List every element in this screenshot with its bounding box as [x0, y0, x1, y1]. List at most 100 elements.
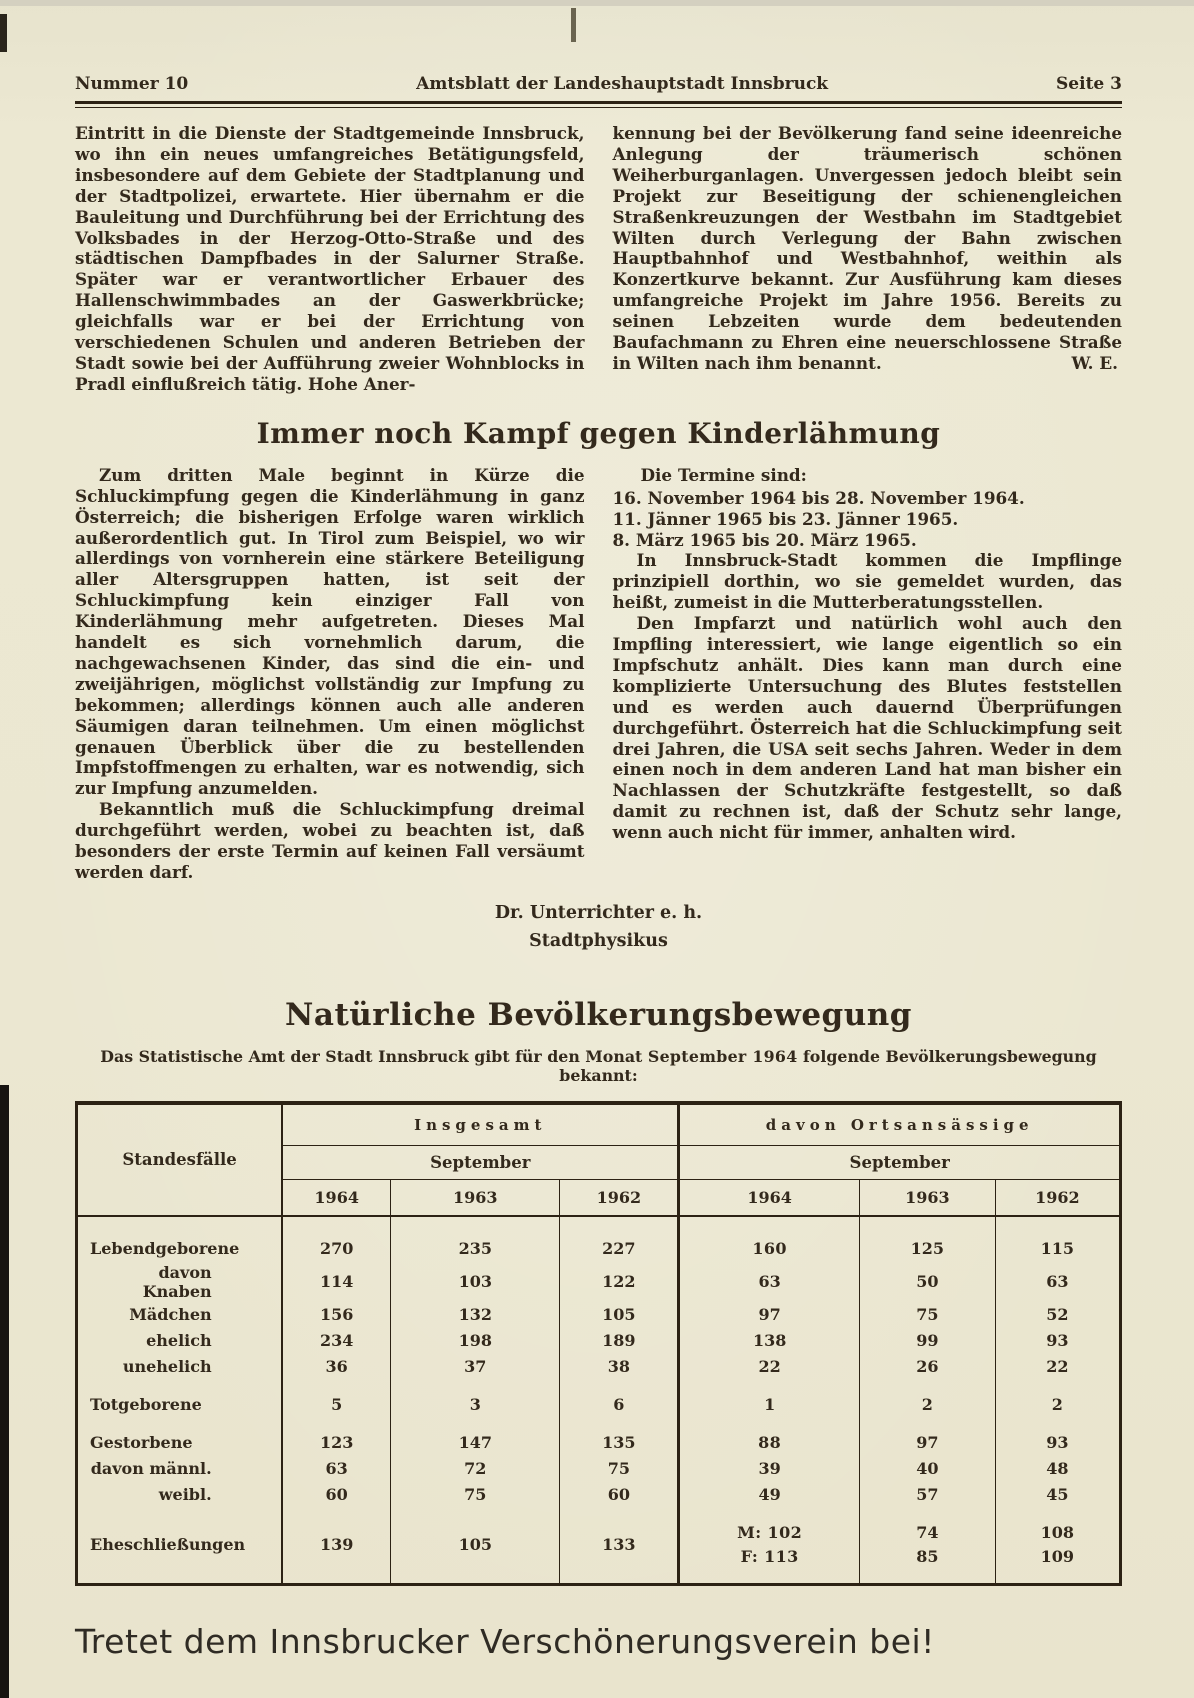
table-cell: 5 [281, 1379, 391, 1418]
table-cell: 132 [390, 1301, 560, 1328]
row-label: Totgeborene [90, 1395, 202, 1415]
table-row: Lebendgeborene 270 235 227 160 125 115 [77, 1215, 1121, 1262]
table-row: ehelich 234 198 189 138 99 93 [77, 1327, 1121, 1354]
table-cell: 122 [559, 1261, 679, 1302]
table-cell: 2 [994, 1379, 1121, 1418]
row-label: Lebendgeborene [90, 1239, 240, 1259]
obituary-column-left: Eintritt in die Dienste der Stadtgemeind… [75, 123, 585, 395]
table-cell: 1 [677, 1379, 860, 1418]
table-cell: 72 [390, 1455, 560, 1482]
table-cell: 75 [858, 1301, 996, 1328]
table-cell: 88 [677, 1417, 860, 1456]
table-cell: 22 [994, 1353, 1121, 1380]
author-initials: W. E. [1071, 352, 1118, 373]
page-content: Nummer 10 Amtsblatt der Landeshauptstadt… [75, 0, 1122, 1661]
table-cell: 48 [994, 1455, 1121, 1482]
masthead-rule [75, 101, 1122, 108]
intro-prefix: Das Statistische Amt der Stadt Innsbruck… [100, 1046, 648, 1066]
table-cell: 49 [677, 1481, 860, 1508]
table-cell: 22 [677, 1353, 860, 1380]
table-cell: 26 [858, 1353, 996, 1380]
article-polio-title: Immer noch Kampf gegen Kinderlähmung [256, 416, 941, 450]
row-label-text: weibl. [158, 1485, 212, 1505]
row-label-text: ehelich [146, 1331, 212, 1351]
table-row: Gestorbene 123 147 135 88 97 93 [77, 1417, 1121, 1456]
termin-item: 11. Jänner 1965 bis 23. Jänner 1965. [612, 508, 959, 529]
table-cell: 123 [281, 1417, 391, 1456]
table-cell: 45 [994, 1481, 1121, 1508]
year-header: 1964 [677, 1179, 860, 1217]
termine-heading: Die Termine sind: [640, 464, 807, 485]
table-cell: 93 [994, 1327, 1121, 1354]
table-row: davon Knaben 114 103 122 63 50 63 [77, 1261, 1121, 1302]
row-label-text: davon männl. [90, 1459, 212, 1479]
table-cell: 63 [994, 1261, 1121, 1302]
table-cell: 156 [281, 1301, 391, 1328]
population-title: Natürliche Bevölkerungsbewegung [285, 996, 912, 1033]
year-header: 1962 [559, 1179, 679, 1217]
table-cell: 133 [559, 1507, 679, 1585]
population-table: Standesfälle Insgesamt davon Ortsansässi… [75, 1100, 1122, 1586]
table-cell: 39 [677, 1455, 860, 1482]
table-cell: 60 [281, 1481, 391, 1508]
table-cell: 74 85 [858, 1507, 996, 1585]
row-label: Mädchen [77, 1302, 283, 1328]
intro-suffix: folgende Bevölkerungsbewegung bekannt: [559, 1046, 1097, 1085]
table-cell: 125 [858, 1215, 996, 1262]
table-cell: 60 [559, 1481, 679, 1508]
table-cell: 63 [281, 1455, 391, 1482]
table-cell: 93 [994, 1417, 1121, 1456]
table-cell: 40 [858, 1455, 996, 1482]
intro-month: September 1964 [647, 1046, 798, 1066]
termin-item: 8. März 1965 bis 20. März 1965. [612, 529, 917, 550]
table-cell: 105 [559, 1301, 679, 1328]
row-label: davon Knaben [77, 1262, 283, 1302]
table-cell: 57 [858, 1481, 996, 1508]
row-label: davon männl. [77, 1456, 283, 1482]
table-cell: 103 [390, 1261, 560, 1302]
table-cell: 75 [390, 1481, 560, 1508]
table-cell: 105 [390, 1507, 560, 1585]
page-number: Seite 3 [1056, 74, 1122, 94]
table-cell: 97 [858, 1417, 996, 1456]
table-cell: 108 109 [994, 1507, 1121, 1585]
table-cell: 52 [994, 1301, 1121, 1328]
scan-edge-strip [0, 0, 1194, 6]
table-cell: 99 [858, 1327, 996, 1354]
table-cell: 6 [559, 1379, 679, 1418]
group-header-insgesamt: Insgesamt [281, 1102, 679, 1146]
table-row: Eheschließungen 139 105 133 M: 102 F: 11… [77, 1507, 1121, 1585]
table-cell: 2 [858, 1379, 996, 1418]
month-header: September [677, 1145, 1121, 1180]
table-cell: 189 [559, 1327, 679, 1354]
polio-paragraph: In Innsbruck-Stadt kommen die Impflinge … [612, 550, 1123, 613]
table-cell: M: 102 F: 113 [677, 1507, 860, 1585]
table-cell: 227 [559, 1215, 679, 1262]
table-cell: 36 [281, 1353, 391, 1380]
table-row: weibl. 60 75 60 49 57 45 [77, 1481, 1121, 1508]
year-header: 1963 [390, 1179, 560, 1217]
row-label-text: davon Knaben [142, 1262, 212, 1301]
table-row: Totgeborene 5 3 6 1 2 2 [77, 1379, 1121, 1418]
masthead: Nummer 10 Amtsblatt der Landeshauptstadt… [75, 0, 1122, 94]
year-header: 1962 [994, 1179, 1121, 1217]
month-header: September [281, 1145, 679, 1180]
table-row: Mädchen 156 132 105 97 75 52 [77, 1301, 1121, 1328]
signature-name: Dr. Unterrichter e. h. [494, 902, 703, 923]
row-label: Eheschließungen [90, 1535, 246, 1555]
table-cell: 75 [559, 1455, 679, 1482]
year-header: 1963 [858, 1179, 996, 1217]
row-label-text: unehelich [122, 1357, 212, 1377]
column-header-standesfaelle: Standesfälle [76, 1102, 283, 1217]
table-cell: 138 [677, 1327, 860, 1354]
table-cell: 235 [390, 1215, 560, 1262]
table-cell: 38 [559, 1353, 679, 1380]
issue-number: Nummer 10 [75, 74, 189, 94]
article-obituary: Eintritt in die Dienste der Stadtgemeind… [75, 123, 1122, 395]
table-cell: 37 [390, 1353, 560, 1380]
row-label-text: Mädchen [129, 1305, 212, 1325]
table-header-month: September September [77, 1145, 1121, 1180]
polio-column-left: Zum dritten Male beginnt in Kürze die Sc… [75, 465, 585, 883]
group-header-ortsansaessige: davon Ortsansässige [677, 1102, 1121, 1146]
